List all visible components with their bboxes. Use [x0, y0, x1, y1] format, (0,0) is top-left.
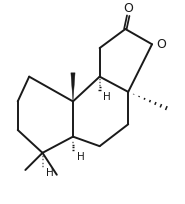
Text: H: H [103, 91, 111, 101]
Text: H: H [46, 167, 54, 177]
Text: H: H [77, 151, 85, 161]
Text: O: O [156, 38, 166, 51]
Polygon shape [71, 73, 75, 102]
Text: O: O [123, 2, 133, 15]
